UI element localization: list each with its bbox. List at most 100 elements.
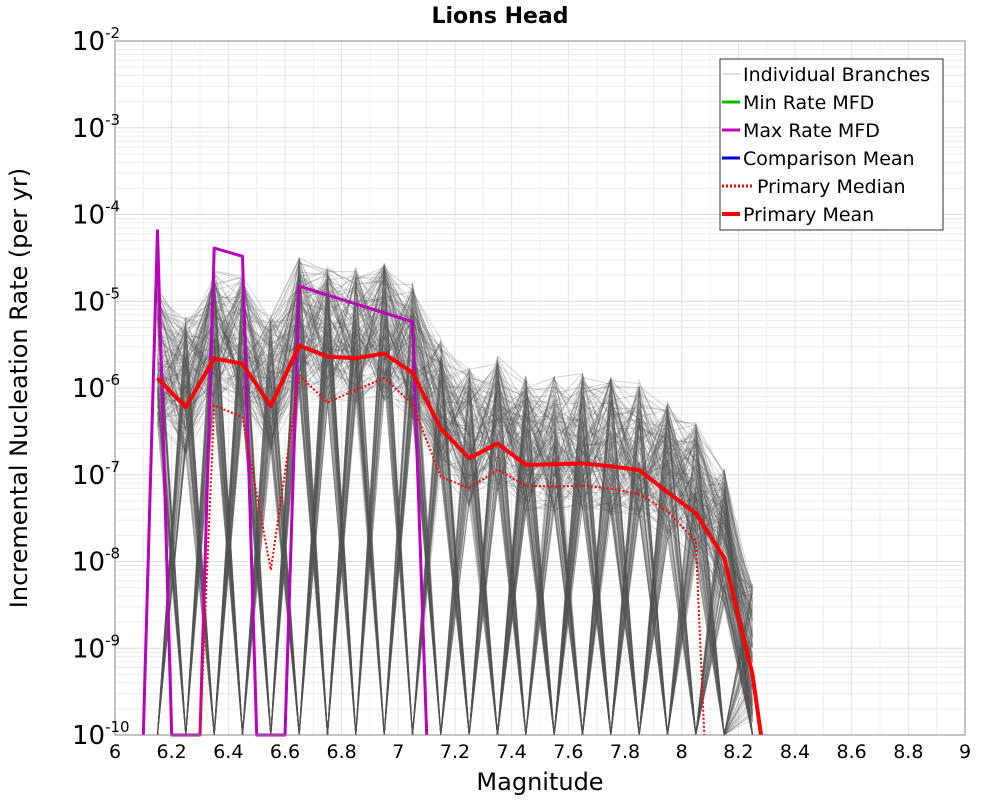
branch-line bbox=[157, 325, 753, 736]
branch-line bbox=[157, 257, 753, 737]
branch-line bbox=[157, 285, 753, 736]
branch-line bbox=[157, 274, 753, 736]
branch-line bbox=[157, 269, 753, 736]
branch-line bbox=[157, 282, 753, 736]
legend-label: Primary Mean bbox=[743, 204, 874, 226]
branch-line bbox=[157, 276, 753, 736]
x-tick-label: 6.2 bbox=[157, 741, 187, 763]
branch-line bbox=[157, 256, 753, 736]
branch-line bbox=[157, 271, 753, 736]
branch-line bbox=[157, 285, 753, 736]
branch-line bbox=[157, 276, 753, 736]
branch-line bbox=[157, 318, 753, 736]
branch-line bbox=[157, 291, 753, 736]
branch-line bbox=[157, 290, 753, 736]
x-tick-label: 6 bbox=[109, 741, 121, 763]
x-tick-label: 9 bbox=[959, 741, 971, 763]
branch-line bbox=[157, 277, 753, 736]
branch-line bbox=[157, 278, 753, 736]
y-tick-label: 10-8 bbox=[72, 545, 120, 578]
legend-label: Max Rate MFD bbox=[743, 120, 880, 142]
branch-line bbox=[157, 290, 753, 736]
branch-line bbox=[157, 321, 753, 736]
x-tick-label: 8.6 bbox=[837, 741, 867, 763]
y-tick-label: 10-9 bbox=[72, 631, 120, 664]
y-tick-label: 10-7 bbox=[72, 458, 120, 491]
branch-line bbox=[157, 270, 753, 736]
legend-label: Primary Median bbox=[757, 176, 906, 198]
branch-line bbox=[157, 277, 753, 736]
branch-line bbox=[157, 314, 753, 736]
branch-line bbox=[157, 314, 753, 736]
branch-line bbox=[157, 289, 753, 736]
branch-line bbox=[157, 279, 753, 736]
branch-line bbox=[157, 275, 753, 736]
branch-line bbox=[157, 268, 753, 736]
individual-branches bbox=[157, 256, 753, 737]
branch-line bbox=[157, 262, 753, 736]
x-tick-label: 7.4 bbox=[497, 741, 527, 763]
x-tick-label: 6.8 bbox=[327, 741, 357, 763]
branch-line bbox=[157, 276, 753, 736]
branch-line bbox=[157, 301, 753, 736]
branch-line bbox=[157, 265, 753, 736]
branch-line bbox=[157, 296, 753, 736]
branch-line bbox=[157, 275, 753, 736]
branch-line bbox=[157, 288, 753, 736]
branch-line bbox=[157, 282, 753, 736]
branch-line bbox=[157, 271, 753, 736]
branch-line bbox=[157, 265, 753, 736]
branch-line bbox=[157, 303, 753, 736]
branch-line bbox=[157, 292, 753, 736]
branch-line bbox=[157, 260, 753, 736]
branch-line bbox=[157, 264, 753, 736]
branch-line bbox=[157, 284, 753, 736]
branch-line bbox=[157, 271, 753, 737]
branch-line bbox=[157, 272, 753, 736]
branch-line bbox=[157, 275, 753, 736]
branch-line bbox=[157, 288, 753, 736]
branch-line bbox=[157, 271, 753, 736]
branch-line bbox=[157, 265, 753, 736]
branch-line bbox=[157, 286, 753, 736]
chart-title: Lions Head bbox=[431, 4, 568, 29]
grid bbox=[114, 41, 966, 736]
branch-line bbox=[157, 289, 753, 736]
branch-line bbox=[157, 275, 753, 736]
legend-label: Comparison Mean bbox=[743, 148, 915, 170]
branch-line bbox=[157, 272, 753, 737]
branch-line bbox=[157, 301, 753, 736]
x-tick-label: 8.8 bbox=[893, 741, 923, 763]
x-axis-label: Magnitude bbox=[476, 768, 603, 796]
x-tick-label: 7 bbox=[392, 741, 404, 763]
branch-line bbox=[157, 278, 753, 736]
branch-line bbox=[157, 269, 753, 736]
branch-line bbox=[157, 296, 753, 736]
branch-line bbox=[157, 303, 753, 736]
legend-label: Min Rate MFD bbox=[743, 92, 874, 114]
branch-line bbox=[157, 263, 753, 736]
branch-line bbox=[157, 277, 753, 736]
branch-line bbox=[157, 274, 753, 736]
branch-line bbox=[157, 280, 753, 736]
branch-line bbox=[157, 280, 753, 736]
y-axis-ticks: 10-10 10-9 10-8 10-7 10-6 10-5 10-4 10-3 10-2 bbox=[72, 24, 130, 751]
branch-line bbox=[157, 323, 753, 736]
x-tick-label: 7.6 bbox=[553, 741, 583, 763]
branch-line bbox=[157, 299, 753, 736]
branch-line bbox=[157, 270, 753, 736]
branch-line bbox=[157, 301, 753, 737]
branch-line bbox=[157, 319, 753, 736]
branch-line bbox=[157, 333, 753, 736]
branch-line bbox=[157, 301, 753, 736]
branch-line bbox=[157, 283, 753, 736]
branch-line bbox=[157, 276, 753, 736]
branch-line bbox=[157, 294, 753, 736]
x-tick-label: 8 bbox=[676, 741, 688, 763]
branch-line bbox=[157, 318, 753, 736]
branch-line bbox=[157, 288, 753, 736]
branch-line bbox=[157, 282, 753, 736]
branch-line bbox=[157, 285, 753, 736]
series-line-max-rate-mfd bbox=[141, 229, 429, 737]
